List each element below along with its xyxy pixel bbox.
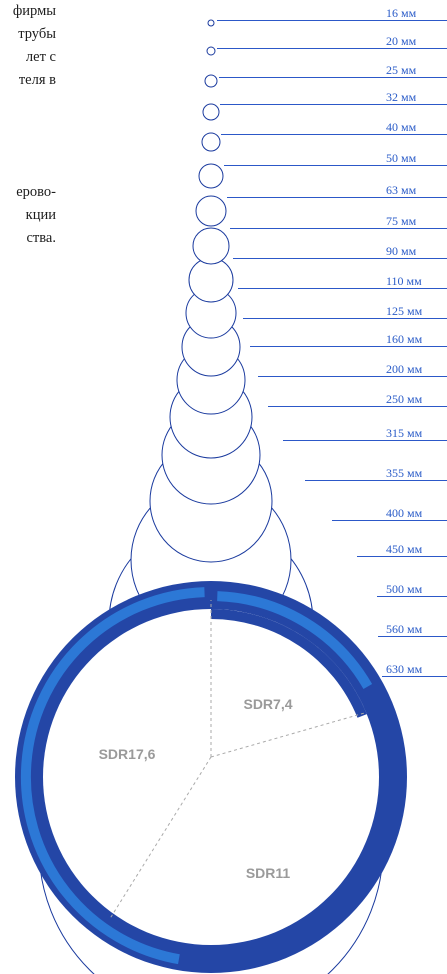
diameter-circle <box>192 227 230 265</box>
mid-line: кции <box>25 207 56 223</box>
size-label: 16 мм <box>386 6 417 20</box>
size-label: 250 мм <box>386 392 423 406</box>
size-label: 63 мм <box>386 183 417 197</box>
leader-lines <box>217 20 447 677</box>
mid-paragraph: ерово- кции ства. <box>0 181 56 250</box>
size-label: 75 мм <box>386 214 417 228</box>
intro-line: трубы <box>18 26 56 42</box>
size-label: 630 мм <box>386 662 423 676</box>
sdr74-thick-wall <box>211 609 367 718</box>
size-label: 40 мм <box>386 120 417 134</box>
size-label: 25 мм <box>386 63 417 77</box>
sector-divider <box>109 756 212 919</box>
size-label: 400 мм <box>386 506 423 520</box>
size-labels: 16 мм 20 мм 25 мм 32 мм 40 мм 50 мм 63 мм 75 мм… <box>386 6 423 676</box>
size-label: 500 мм <box>386 582 423 596</box>
size-label: 560 мм <box>386 622 423 636</box>
size-label: 110 мм <box>386 274 422 288</box>
size-label: 20 мм <box>386 34 417 48</box>
intro-line: лет с <box>25 49 56 65</box>
size-label: 450 мм <box>386 542 423 556</box>
sdr17-wall-band <box>20 587 205 965</box>
mid-line: ерово- <box>16 184 56 200</box>
diameter-circle <box>202 103 220 121</box>
sdr-label: SDR17,6 <box>99 746 156 762</box>
mid-line: ства. <box>26 230 57 246</box>
size-label: 50 мм <box>386 151 417 165</box>
pipe-cross-section: SDR7,4 SDR17,6 SDR11 <box>15 581 407 973</box>
size-label: 200 мм <box>386 362 423 376</box>
size-label: 355 мм <box>386 466 423 480</box>
diameter-circle <box>207 19 215 27</box>
pipe-bore <box>43 609 379 945</box>
sdr-label: SDR7,4 <box>243 696 292 712</box>
size-label: 125 мм <box>386 304 423 318</box>
sdr74-wall-band <box>217 591 373 690</box>
size-label: 90 мм <box>386 244 417 258</box>
diameter-circle <box>204 74 218 88</box>
diameter-circle <box>206 46 216 56</box>
intro-line: теля в <box>18 72 56 88</box>
size-label: 315 мм <box>386 426 423 440</box>
intro-paragraph: фирмы трубы лет с теля в <box>0 0 56 92</box>
diameter-circle <box>195 195 227 227</box>
diameter-circle <box>201 132 221 152</box>
sdr-label: SDR11 <box>246 865 291 881</box>
diameter-circle <box>198 163 224 189</box>
diameter-circle <box>188 257 234 303</box>
intro-line: фирмы <box>12 3 56 19</box>
sector-divider <box>210 712 365 758</box>
size-label: 160 мм <box>386 332 423 346</box>
size-label: 32 мм <box>386 90 417 104</box>
